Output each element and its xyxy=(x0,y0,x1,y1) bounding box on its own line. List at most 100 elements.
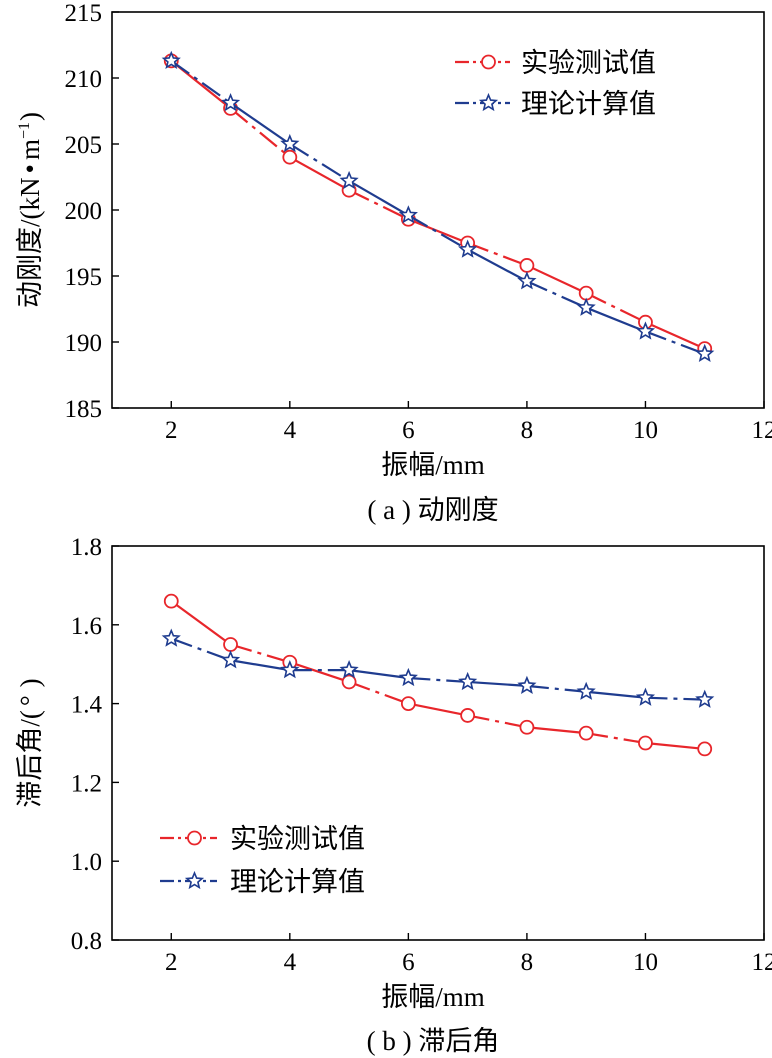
series-line-segment xyxy=(467,248,528,283)
chart-a-dynamic-stiffness: 2 4 6 8 10 12 185 190 195 200 205 210 215 振幅/mm ( a ) … xyxy=(15,0,772,525)
y-axis-label-part: ° xyxy=(15,695,45,706)
data-point-star xyxy=(398,667,418,687)
chart-b-lag-angle: 2 4 6 8 10 12 0.8 1.0 1.2 1.4 1.6 1.8 振幅/mm ( b ) 滞后角… xyxy=(15,534,772,1056)
series-line-segment xyxy=(586,690,646,699)
x-tick-label: 12 xyxy=(752,417,772,444)
data-point-star xyxy=(695,689,715,708)
y-tick-label: 1.2 xyxy=(71,770,102,797)
data-point-star xyxy=(339,660,359,679)
x-tick-label: 6 xyxy=(402,949,415,976)
data-point-star xyxy=(339,170,359,190)
data-point-star xyxy=(576,681,596,700)
series-line-segment xyxy=(526,684,587,693)
legend-label: 理论计算值 xyxy=(521,89,656,119)
series-theoretical xyxy=(161,50,715,363)
data-point-star xyxy=(635,687,656,706)
legend-label: 理论计算值 xyxy=(230,867,365,897)
y-axis-label-part: ) xyxy=(15,112,45,121)
series-line-segment xyxy=(585,292,646,324)
series-line-segment xyxy=(645,696,705,701)
series-line-segment xyxy=(407,214,469,251)
x-axis-label: 振幅/mm xyxy=(381,982,485,1012)
series-line-segment xyxy=(229,102,291,145)
data-point-star xyxy=(280,660,300,679)
y-axis-label-part: 滞后角/( xyxy=(15,710,45,808)
x-tick-label: 4 xyxy=(284,949,297,976)
y-tick-label: 1.6 xyxy=(71,613,102,640)
y-axis-label-part: 动刚度/(kN xyxy=(15,178,45,309)
y-tick-label: 200 xyxy=(65,198,103,225)
series-line-segment xyxy=(348,669,409,680)
data-point-star xyxy=(398,205,418,224)
y-axis-label-part: m xyxy=(15,139,45,160)
data-point-circle xyxy=(638,735,653,751)
series-line-segment xyxy=(289,156,350,192)
data-point-star xyxy=(635,321,656,340)
series-line-segment xyxy=(229,107,291,159)
y-tick-label: 195 xyxy=(65,264,103,291)
series-measured xyxy=(163,593,713,757)
x-tick-label: 2 xyxy=(165,949,178,976)
plot-frame xyxy=(111,11,765,409)
legend-marker-star xyxy=(478,92,499,112)
series-line-segment xyxy=(289,661,350,683)
data-point-circle xyxy=(578,725,594,741)
series-line-segment xyxy=(170,600,232,646)
x-tick-label: 2 xyxy=(165,417,178,444)
x-tick-label: 4 xyxy=(284,417,297,444)
y-axis-label-part: • xyxy=(15,164,45,173)
legend-marker-circle xyxy=(481,54,496,70)
data-point-circle xyxy=(400,696,416,711)
series-line-segment xyxy=(586,732,646,745)
series-line-segment xyxy=(645,741,705,751)
y-tick-label: 1.8 xyxy=(71,534,102,561)
series-line-segment xyxy=(467,714,528,729)
series-line-segment xyxy=(467,241,528,267)
data-point-star xyxy=(161,50,181,69)
series-line-segment xyxy=(230,659,290,672)
y-tick-label: 185 xyxy=(65,396,103,423)
x-tick-label: 6 xyxy=(402,417,415,444)
x-tick-label: 12 xyxy=(752,949,772,976)
series-line-segment xyxy=(467,680,527,687)
data-point-circle xyxy=(163,593,179,609)
series-line-segment xyxy=(526,264,587,295)
chart-caption: ( a ) 动刚度 xyxy=(367,495,498,525)
x-tick-label: 8 xyxy=(521,417,534,444)
y-axis-label: 动刚度/(kN • m−1) xyxy=(15,112,45,308)
legend-marker-star xyxy=(184,870,205,890)
data-point-circle xyxy=(519,258,535,273)
series-line-segment xyxy=(408,702,468,717)
y-axis-label-part: ) xyxy=(15,678,45,687)
y-tick-label: 215 xyxy=(65,0,103,27)
x-tick-label: 8 xyxy=(521,949,534,976)
y-tick-label: 1.4 xyxy=(71,692,103,719)
series-line-segment xyxy=(348,680,409,705)
series-line-segment xyxy=(348,180,409,217)
x-axis-label: 振幅/mm xyxy=(381,450,485,480)
series-line-segment xyxy=(407,218,469,245)
y-tick-label: 1.0 xyxy=(71,849,102,876)
data-point-star xyxy=(517,271,537,290)
y-axis-label-part: −1 xyxy=(16,122,33,139)
y-tick-label: 210 xyxy=(65,66,103,93)
data-point-star xyxy=(161,628,181,647)
series-theoretical xyxy=(161,628,715,708)
series-line-segment xyxy=(289,143,350,182)
y-axis-label: 滞后角/( °) xyxy=(15,678,45,807)
data-point-circle xyxy=(460,708,476,723)
data-point-star xyxy=(458,671,478,691)
series-line-segment xyxy=(526,726,587,735)
series-line-segment xyxy=(585,306,646,333)
y-tick-label: 0.8 xyxy=(71,928,102,955)
series-line-segment xyxy=(408,676,468,684)
legend-label: 实验测试值 xyxy=(521,48,656,78)
legend-label: 实验测试值 xyxy=(230,824,365,854)
data-point-circle xyxy=(697,741,713,757)
chart-caption: ( b ) 滞后角 xyxy=(367,1026,500,1056)
x-tick-label: 10 xyxy=(633,949,658,976)
data-point-star xyxy=(576,297,596,316)
series-line-segment xyxy=(230,643,291,664)
data-point-star xyxy=(695,343,715,363)
legend-marker-circle xyxy=(187,830,202,846)
